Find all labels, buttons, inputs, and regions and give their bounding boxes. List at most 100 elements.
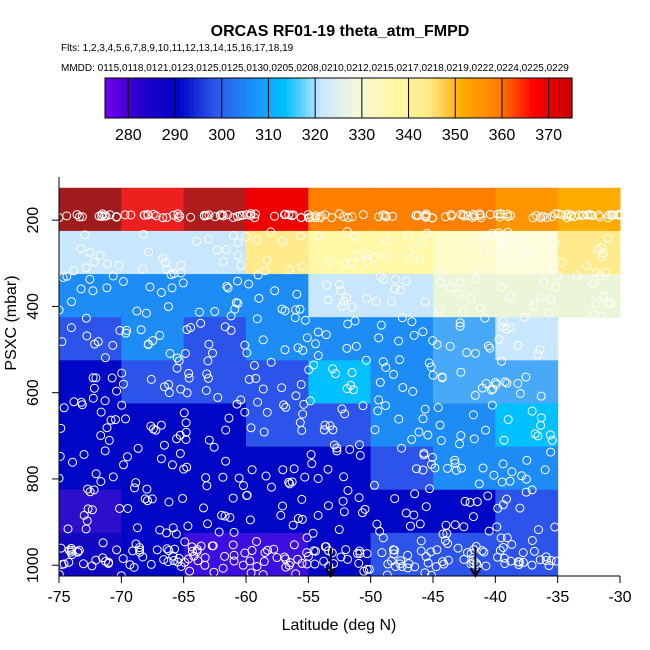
colorbar-segment	[151, 78, 157, 118]
data-point	[159, 440, 169, 450]
heatmap-cell	[121, 187, 185, 232]
data-point	[134, 543, 144, 553]
heatmap-cell	[121, 274, 185, 318]
data-point	[228, 230, 238, 240]
data-point	[67, 550, 77, 560]
data-point	[136, 325, 146, 335]
data-point	[530, 429, 540, 439]
heatmap-cell	[183, 187, 247, 232]
data-point	[403, 230, 413, 240]
data-point	[266, 482, 276, 492]
data-point	[414, 427, 424, 437]
colorbar-segment	[329, 78, 335, 118]
data-point	[296, 379, 306, 389]
data-point	[112, 212, 122, 222]
data-point	[535, 345, 545, 355]
x-tick-label: -65	[172, 589, 195, 606]
heatmap-cell	[246, 532, 309, 577]
colorbar-tick-label: 360	[489, 127, 516, 144]
data-point	[102, 283, 112, 293]
data-point	[87, 505, 97, 515]
colorbar-segment	[347, 78, 354, 118]
data-point	[175, 448, 185, 458]
data-point	[218, 563, 228, 573]
data-point	[115, 325, 125, 335]
data-point	[90, 339, 100, 349]
data-point	[89, 383, 99, 393]
colorbar-tick-label: 350	[442, 127, 469, 144]
data-point	[533, 431, 543, 441]
y-axis-label: PSXC (mbar)	[3, 275, 20, 370]
data-point	[466, 294, 476, 304]
data-point	[420, 297, 430, 307]
data-point	[482, 260, 492, 270]
data-point	[551, 282, 561, 292]
data-point	[395, 355, 405, 365]
data-point	[503, 227, 513, 237]
data-point	[390, 494, 400, 504]
data-point	[426, 570, 436, 580]
data-point	[290, 313, 300, 323]
colorbar-segment	[385, 78, 391, 118]
data-point	[474, 479, 484, 489]
data-point	[606, 210, 616, 220]
data-point	[354, 558, 364, 568]
data-point	[222, 281, 232, 291]
data-point	[300, 472, 310, 482]
data-point	[328, 425, 338, 435]
data-point	[390, 274, 400, 284]
data-point	[193, 556, 203, 566]
data-point	[521, 487, 531, 497]
data-point	[192, 236, 202, 246]
data-point	[472, 561, 482, 571]
data-point	[518, 557, 528, 567]
data-point	[498, 459, 508, 469]
data-point	[527, 535, 537, 545]
data-point	[169, 210, 179, 220]
data-point	[252, 536, 262, 546]
data-point	[313, 351, 323, 361]
data-point	[204, 339, 214, 349]
data-point	[503, 415, 513, 425]
data-point	[214, 527, 224, 537]
data-point	[352, 548, 362, 558]
heatmap-cell	[433, 274, 496, 318]
heatmap-cell	[183, 489, 247, 534]
heatmap-cell	[433, 446, 496, 491]
colorbar-segment	[338, 78, 344, 118]
data-point	[432, 545, 442, 555]
colorbar-segment	[394, 78, 400, 118]
colorbar: 280 290 300 310 320 330 340 350 360 370	[104, 77, 573, 144]
data-point	[203, 373, 213, 383]
heatmap-cell	[495, 187, 559, 232]
data-point	[493, 209, 503, 219]
data-point	[350, 231, 360, 241]
data-point	[527, 560, 537, 570]
data-point	[221, 425, 231, 435]
data-point	[148, 209, 158, 219]
colorbar-segment	[291, 78, 298, 118]
data-point	[297, 261, 307, 271]
data-point	[339, 296, 349, 306]
data-point	[233, 238, 243, 248]
data-point	[527, 485, 537, 495]
data-point	[269, 211, 279, 221]
colorbar-segment	[105, 78, 111, 118]
data-point	[498, 542, 508, 552]
data-point	[582, 261, 592, 271]
data-point	[143, 209, 153, 219]
data-point	[440, 536, 450, 546]
data-point	[269, 544, 279, 554]
x-tick-label: -45	[421, 589, 444, 606]
data-point	[515, 388, 525, 398]
data-point	[187, 542, 197, 552]
data-point	[62, 211, 72, 221]
data-point	[246, 209, 256, 219]
data-point	[108, 472, 118, 482]
data-point	[418, 327, 428, 337]
colorbar-segment	[375, 78, 382, 118]
data-point	[226, 311, 236, 321]
data-point	[378, 210, 388, 220]
data-point	[284, 265, 294, 275]
data-point	[316, 211, 326, 221]
